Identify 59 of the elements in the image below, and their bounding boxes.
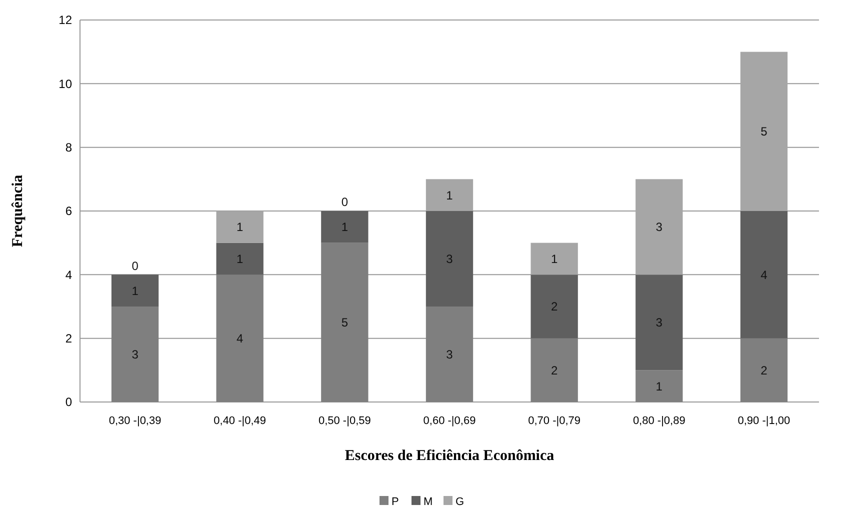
- data-label: 5: [341, 316, 348, 330]
- data-label: 1: [550, 252, 558, 266]
- y-tick-label: 6: [65, 204, 72, 218]
- data-label: 1: [236, 220, 244, 234]
- data-label: 4: [760, 268, 768, 282]
- data-label: 3: [132, 347, 139, 362]
- bar: [636, 370, 683, 402]
- bar: [530, 274, 578, 338]
- legend-label: P: [392, 496, 399, 508]
- data-label: 0: [341, 195, 348, 210]
- data-label: 1: [236, 252, 244, 266]
- x-tick-label: 0,70 -|0,79: [528, 415, 581, 427]
- data-label: 3: [656, 220, 663, 234]
- bar: [740, 211, 788, 338]
- x-tick-label: 0,30 -|0,39: [108, 415, 162, 427]
- bar: [426, 179, 474, 211]
- bar: [740, 338, 788, 402]
- bar: [111, 274, 159, 306]
- data-label: 4: [236, 332, 244, 346]
- bar: [216, 274, 264, 402]
- bar: [426, 211, 474, 306]
- y-tick-label: 2: [65, 332, 72, 346]
- x-tick-label: 0,60 -|0,69: [423, 415, 476, 427]
- bar: [636, 179, 683, 275]
- legend-label: G: [456, 496, 464, 508]
- legend-label: M: [424, 496, 433, 508]
- x-axis-title: Escores de Eficiência Econômica: [344, 448, 555, 464]
- data-label: 5: [760, 124, 768, 139]
- y-tick-label: 8: [65, 140, 72, 155]
- bar: [740, 52, 788, 211]
- y-tick-label: 10: [58, 76, 72, 91]
- data-label: 1: [341, 220, 348, 234]
- bar: [321, 242, 368, 402]
- y-tick-label: 0: [65, 395, 72, 410]
- bar: [530, 242, 578, 275]
- data-label: 3: [446, 252, 454, 266]
- x-tick-label: 0,80 -|0,89: [632, 415, 686, 427]
- bar: [636, 274, 683, 370]
- bar: [111, 306, 159, 402]
- data-label: 1: [656, 379, 663, 394]
- y-tick-label: 4: [65, 268, 72, 282]
- bar: [426, 306, 474, 402]
- data-label: 2: [550, 363, 558, 378]
- bar: [530, 338, 578, 402]
- bar: [321, 211, 368, 243]
- data-label: 3: [446, 347, 454, 362]
- x-tick-label: 0,50 -|0,59: [318, 415, 371, 427]
- x-tick-label: 0,90 -|1,00: [738, 415, 790, 427]
- data-label: 0: [132, 258, 139, 273]
- data-label: 1: [446, 188, 454, 202]
- data-label: 1: [132, 284, 139, 298]
- y-tick-label: 12: [58, 13, 72, 28]
- y-axis-title: Frequência: [10, 174, 26, 248]
- bar: [216, 242, 264, 275]
- x-tick-label: 0,40 -|0,49: [214, 415, 266, 427]
- data-label: 2: [550, 300, 558, 314]
- data-label: 3: [656, 316, 663, 330]
- bar: [216, 211, 264, 243]
- data-label: 2: [760, 363, 768, 378]
